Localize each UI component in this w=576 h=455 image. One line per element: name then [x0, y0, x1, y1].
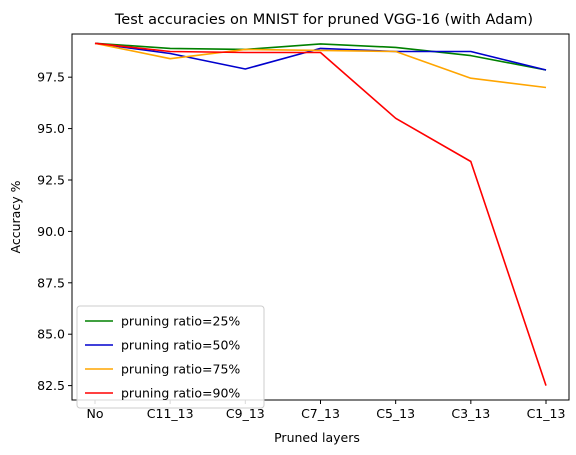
y-tick-label: 90.0	[37, 224, 65, 239]
x-tick-label: No	[87, 406, 104, 421]
y-tick-label: 97.5	[37, 70, 65, 85]
y-tick-label: 92.5	[37, 172, 65, 187]
series-line-1	[94, 42, 547, 71]
x-axis-label: Pruned layers	[274, 430, 360, 445]
y-tick-label: 95.0	[37, 121, 65, 136]
chart-title: Test accuracies on MNIST for pruned VGG-…	[114, 12, 533, 28]
x-tick-label: C11_13	[147, 406, 194, 421]
series-line-2	[94, 42, 547, 71]
legend: pruning ratio=25% pruning ratio=50% prunin…	[76, 305, 265, 409]
x-axis-ticks: No C11_13 C9_13 C7_13 C5_13 C3_13 C1_13	[87, 400, 566, 421]
x-tick-label: C5_13	[376, 406, 415, 421]
y-tick-label: 82.5	[37, 378, 65, 393]
y-axis-label: Accuracy %	[8, 180, 23, 253]
y-axis-ticks: 82.5 85.0 87.5 90.0 92.5 95.0 97.5	[37, 70, 72, 393]
series-line-4	[94, 42, 547, 386]
legend-entry: pruning ratio=50%	[121, 338, 240, 353]
x-tick-label: C9_13	[226, 406, 265, 421]
plot-area	[94, 42, 547, 386]
legend-box	[76, 305, 265, 409]
x-tick-label: C1_13	[527, 406, 566, 421]
y-tick-label: 85.0	[37, 327, 65, 342]
legend-entry: pruning ratio=90%	[121, 386, 240, 401]
legend-entry: pruning ratio=25%	[121, 314, 240, 329]
x-tick-label: C3_13	[451, 406, 490, 421]
series-line-3	[94, 42, 547, 89]
y-tick-label: 87.5	[37, 275, 65, 290]
legend-entry: pruning ratio=75%	[121, 362, 240, 377]
x-tick-label: C7_13	[301, 406, 340, 421]
